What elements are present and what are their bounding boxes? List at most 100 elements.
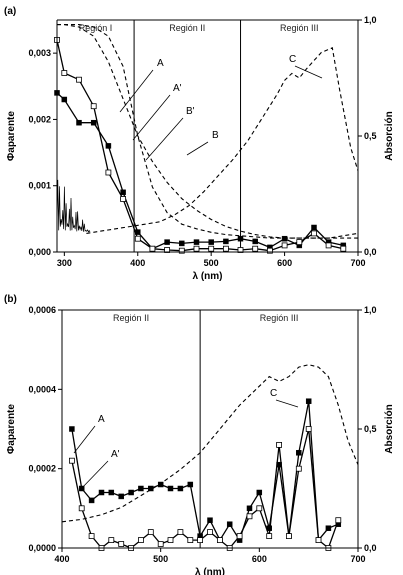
curve-label-leader — [294, 65, 323, 79]
data-point-a-prime — [149, 245, 156, 252]
y-tick-label-right: 0,5 — [364, 424, 377, 434]
data-point-a-prime — [311, 230, 317, 237]
curve-label-leader — [119, 69, 154, 113]
region-label: Región III — [260, 313, 299, 323]
data-point-a-prime — [256, 505, 263, 512]
data-point-a-prime — [90, 103, 97, 110]
curve-label: B' — [186, 106, 195, 117]
data-point-a — [207, 517, 213, 523]
x-tick-label: 600 — [252, 554, 267, 564]
data-point-a-prime — [108, 537, 115, 544]
noise-trace — [56, 179, 91, 233]
data-point-a — [90, 119, 97, 126]
y-tick-label-left: 0,002 — [28, 114, 51, 124]
x-tick-label: 700 — [350, 554, 365, 564]
y-tick-label-left: 0,000 — [28, 247, 51, 257]
data-point-a-prime — [266, 247, 273, 254]
x-tick-label: 300 — [57, 258, 72, 268]
data-point-a — [69, 426, 75, 432]
data-point-a-prime — [78, 505, 85, 512]
data-point-a-prime — [340, 245, 347, 252]
data-point-a-prime — [285, 533, 292, 540]
data-point-a-prime — [222, 245, 229, 252]
data-point-a-prime — [187, 537, 194, 544]
data-point-a-prime — [120, 196, 126, 202]
data-point-a — [98, 489, 105, 496]
data-point-a — [76, 119, 82, 126]
y-tick-label-left: 0,0004 — [28, 384, 56, 394]
x-axis-label: λ (nm) — [193, 271, 223, 282]
data-point-a — [208, 239, 214, 245]
region-label: Región II — [169, 23, 205, 33]
data-point-a — [223, 238, 229, 245]
data-point-a-prime — [325, 242, 332, 249]
region-label: Región III — [280, 23, 319, 33]
curve-label-leader — [275, 399, 299, 408]
data-point-a-prime — [147, 529, 154, 536]
data-point-a — [164, 239, 170, 245]
x-axis-label: λ (nm) — [195, 567, 225, 575]
curve-label-leader — [73, 425, 96, 454]
data-point-a-prime — [105, 169, 112, 176]
curve-label: A' — [173, 83, 182, 94]
curve-label: A' — [111, 449, 120, 460]
region-label: Región II — [113, 313, 149, 323]
y-tick-label-right: 0,0 — [364, 543, 377, 553]
panel-label: (a) — [4, 6, 16, 17]
data-point-a-prime — [178, 247, 185, 254]
series-line-c — [61, 364, 359, 523]
curve-label: C — [289, 54, 296, 65]
curve-label-leader — [145, 117, 184, 161]
x-tick-label: 700 — [350, 258, 365, 268]
data-point-a-prime — [305, 426, 312, 432]
curve-label: A — [157, 58, 164, 69]
data-point-a-prime — [295, 465, 302, 472]
data-point-a — [187, 481, 194, 488]
x-tick-label: 400 — [54, 554, 69, 564]
curve-label: B — [212, 130, 219, 141]
y-tick-label-right: 0,5 — [364, 131, 377, 141]
series-line-c — [86, 47, 359, 234]
data-point-a-prime — [197, 537, 204, 544]
data-point-a-prime — [167, 537, 174, 544]
curve-label-leader — [186, 141, 209, 156]
data-point-a-prime — [266, 533, 273, 540]
data-point-a — [237, 235, 244, 242]
data-point-a-prime — [69, 457, 75, 464]
data-point-a-prime — [281, 242, 288, 249]
data-point-a-prime — [137, 537, 144, 544]
x-tick-label: 500 — [204, 258, 219, 268]
y-tick-label-right: 0,0 — [364, 247, 377, 257]
data-point-a-prime — [76, 76, 82, 83]
y-tick-label-left: 0,0006 — [28, 305, 56, 315]
y-tick-label-right: 1,0 — [364, 15, 377, 25]
y-axis-label-right: Absorción — [384, 111, 395, 160]
series-line-b-prime — [57, 24, 358, 239]
y-tick-label-left: 0,003 — [28, 48, 51, 58]
data-point-a-prime — [315, 537, 322, 544]
chart-panel-b: (b) Región II Región III 400 500 600 700 0,0000… — [4, 294, 395, 575]
x-tick-label: 400 — [130, 258, 145, 268]
data-point-a-prime — [335, 517, 342, 524]
x-tick-label: 500 — [153, 554, 168, 564]
data-point-a-prime — [236, 533, 243, 540]
data-point-a — [226, 521, 233, 527]
series-line-a-prime — [71, 428, 339, 550]
data-point-a-prime — [216, 537, 223, 544]
data-point-a — [128, 489, 134, 496]
data-point-a — [311, 224, 317, 231]
data-point-a-prime — [118, 541, 125, 547]
data-point-a — [88, 497, 95, 504]
data-point-a-prime — [134, 235, 141, 242]
series-line-a — [71, 401, 339, 542]
curve-label: A — [98, 414, 105, 425]
data-point-a — [167, 485, 174, 492]
data-point-a — [138, 485, 144, 492]
y-tick-label-left: 0,0002 — [28, 464, 56, 474]
series-line-b — [57, 24, 359, 239]
data-point-a-prime — [207, 529, 213, 536]
panel-label: (b) — [4, 294, 17, 305]
data-point-a-prime — [208, 245, 215, 252]
data-point-a-prime — [193, 245, 200, 252]
x-tick-label: 600 — [277, 258, 292, 268]
